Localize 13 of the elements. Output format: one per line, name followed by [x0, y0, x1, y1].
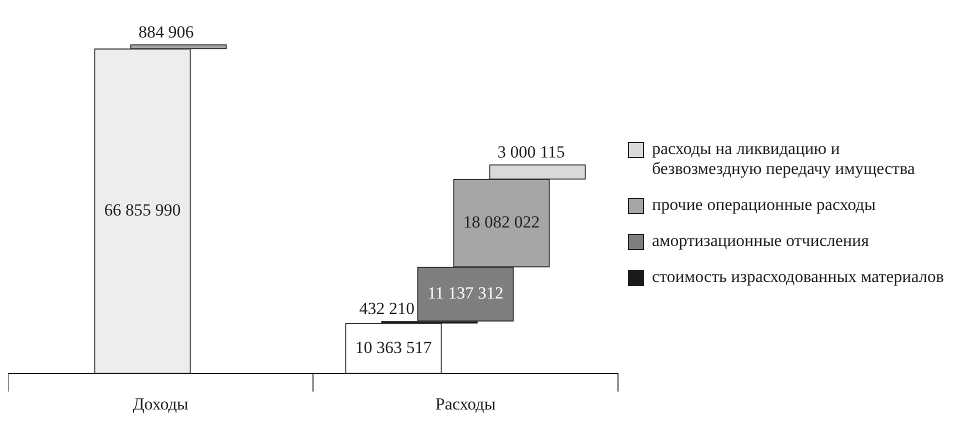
data-label: 11 137 312 — [428, 284, 504, 303]
data-label: 66 855 990 — [104, 200, 181, 220]
legend-label: прочие операционные расходы — [652, 195, 876, 215]
data-label: 10 363 517 — [355, 338, 432, 357]
data-label: 432 210 — [359, 299, 414, 318]
data-label: 884 906 — [138, 22, 194, 42]
x-tick-label: Расходы — [435, 394, 496, 414]
x-tick-label: Доходы — [132, 394, 189, 414]
legend-label: стоимость израсходованных материалов — [652, 267, 944, 287]
legend-label: расходы на ликвидацию и безвозмездную передачу имущества — [652, 139, 916, 179]
legend-label: амортизационные отчисления — [652, 231, 869, 251]
data-label: 18 082 022 — [463, 212, 540, 232]
data-label: 3 000 115 — [498, 142, 565, 162]
